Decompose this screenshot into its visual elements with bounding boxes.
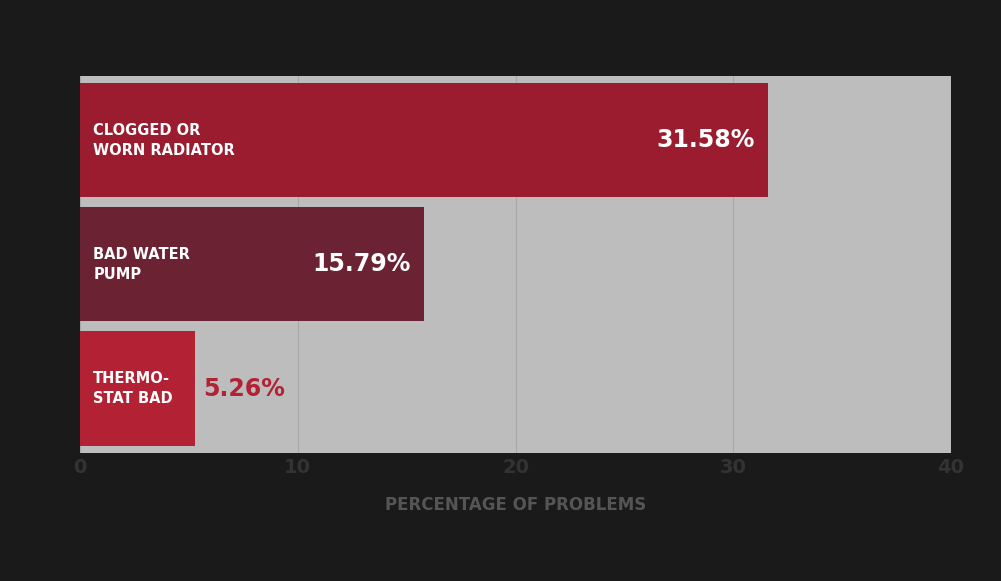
X-axis label: PERCENTAGE OF PROBLEMS: PERCENTAGE OF PROBLEMS xyxy=(385,497,646,515)
Text: 31.58%: 31.58% xyxy=(657,128,755,152)
Text: 15.79%: 15.79% xyxy=(312,252,410,277)
Bar xyxy=(80,331,194,446)
Text: BAD WATER
PUMP: BAD WATER PUMP xyxy=(93,247,190,282)
Text: 5.26%: 5.26% xyxy=(203,376,285,400)
Bar xyxy=(80,83,768,198)
Text: CLOGGED OR
WORN RADIATOR: CLOGGED OR WORN RADIATOR xyxy=(93,123,235,157)
Bar xyxy=(80,207,423,321)
Text: THERMO-
STAT BAD: THERMO- STAT BAD xyxy=(93,371,173,406)
